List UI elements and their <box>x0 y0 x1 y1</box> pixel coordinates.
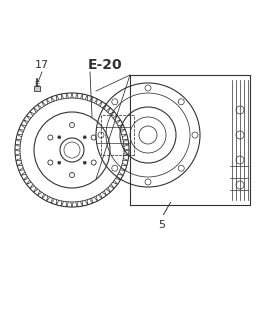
Circle shape <box>83 161 86 164</box>
Circle shape <box>58 161 61 164</box>
Circle shape <box>83 136 86 139</box>
Circle shape <box>58 136 61 139</box>
FancyBboxPatch shape <box>34 86 40 91</box>
Text: E-20: E-20 <box>88 58 122 72</box>
Text: 17: 17 <box>35 60 49 70</box>
Text: 5: 5 <box>159 220 166 230</box>
